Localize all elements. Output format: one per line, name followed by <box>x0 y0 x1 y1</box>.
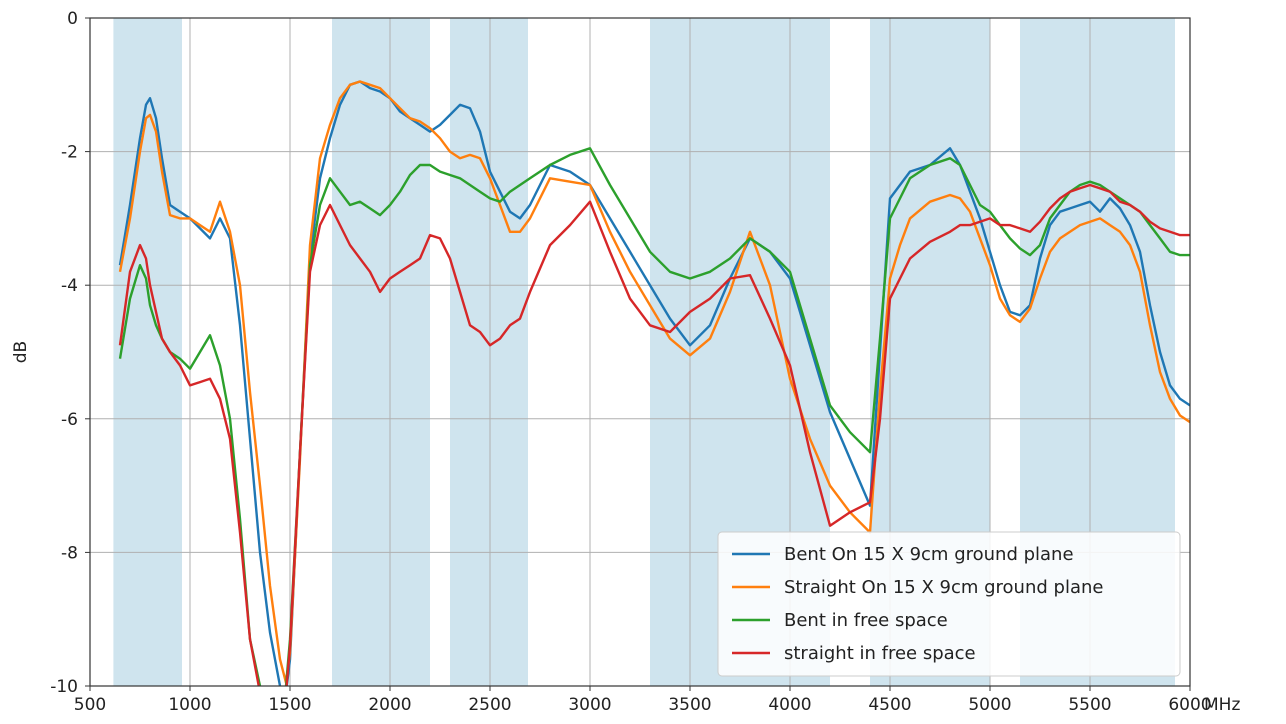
plot-frame <box>89 17 1191 687</box>
y-axis: 0 -2 -4 -6 -8 -10 <box>50 9 90 697</box>
x-axis-unit: MHz <box>1204 695 1240 715</box>
legend-label-1: Straight On 15 X 9cm ground plane <box>784 577 1103 598</box>
x-tick-label-6: 3500 <box>668 695 711 715</box>
y-tick-label-2: -4 <box>61 276 78 296</box>
x-tick-label-11: 6000 <box>1168 695 1211 715</box>
x-tick-label-5: 3000 <box>568 695 611 715</box>
legend: Bent On 15 X 9cm ground plane Straight On… <box>717 531 1181 677</box>
x-tick-label-3: 2000 <box>368 695 411 715</box>
x-axis: 500 1000 1500 2000 2500 3000 3500 4000 4500 5000 5… <box>74 686 1212 715</box>
x-tick-label-2: 1500 <box>268 695 311 715</box>
y-tick-label-3: -6 <box>61 410 78 430</box>
legend-box <box>717 531 1181 677</box>
series-line-3 <box>118 183 1190 686</box>
legend-label-0: Bent On 15 X 9cm ground plane <box>784 544 1074 565</box>
band-1 <box>332 18 430 686</box>
y-tick-label-1: -2 <box>61 143 78 163</box>
legend-label-2: Bent in free space <box>784 610 948 631</box>
x-tick-label-10: 5500 <box>1068 695 1111 715</box>
series-line-1 <box>118 80 1190 684</box>
x-tick-label-4: 2500 <box>468 695 511 715</box>
y-tick-label-0: 0 <box>67 9 78 29</box>
series-lines <box>118 80 1190 686</box>
x-tick-label-1: 1000 <box>168 695 211 715</box>
y-tick-label-5: -10 <box>50 677 78 697</box>
y-tick-label-4: -8 <box>61 543 78 563</box>
x-tick-label-8: 4500 <box>868 695 911 715</box>
series-line-0 <box>118 80 1190 686</box>
legend-label-3: straight in free space <box>784 643 976 664</box>
x-tick-label-0: 500 <box>74 695 106 715</box>
band-2 <box>450 18 528 686</box>
x-tick-label-9: 5000 <box>968 695 1011 715</box>
x-tick-label-7: 4000 <box>768 695 811 715</box>
y-axis-label: dB <box>11 341 31 363</box>
